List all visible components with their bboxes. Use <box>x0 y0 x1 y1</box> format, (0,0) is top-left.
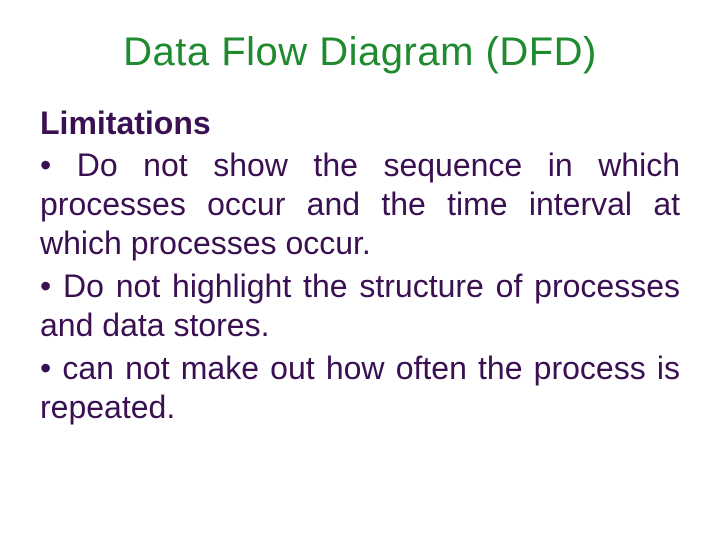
bullet-item: • Do not show the sequence in which proc… <box>40 146 680 263</box>
bullet-item: • Do not highlight the structure of proc… <box>40 267 680 345</box>
bullet-item: • can not make out how often the process… <box>40 349 680 427</box>
slide: Data Flow Diagram (DFD) Limitations • Do… <box>0 0 720 540</box>
page-title: Data Flow Diagram (DFD) <box>40 30 680 75</box>
section-subhead: Limitations <box>40 105 680 142</box>
